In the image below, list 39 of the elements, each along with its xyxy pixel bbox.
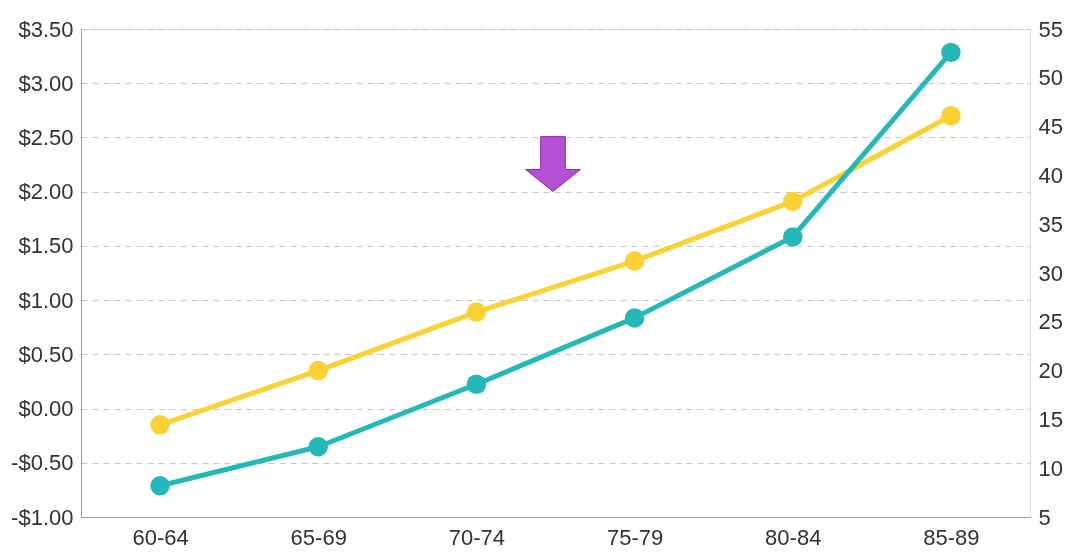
point [783, 227, 803, 247]
y-tick-label: $2.50 [18, 124, 74, 150]
y-tick-label: -$0.50 [11, 450, 74, 476]
point [941, 42, 961, 63]
point [308, 360, 328, 381]
y-tick-label: $0.50 [18, 341, 74, 367]
x-tick-label: 85-89 [923, 524, 980, 550]
y-tick-label: $2.00 [18, 179, 74, 205]
y2-tick-label: 35 [1038, 211, 1063, 237]
point [624, 308, 645, 328]
y2-tick-label: 25 [1038, 309, 1063, 335]
y2-tick-label: 40 [1038, 162, 1063, 188]
y2-tick-label: 55 [1038, 16, 1063, 42]
point [624, 251, 645, 271]
x-tick-label: 65-69 [290, 524, 347, 550]
point [308, 437, 328, 457]
y-tick-label: $0.00 [18, 396, 74, 422]
y-tick-label: $1.50 [18, 233, 74, 259]
y2-tick-label: 15 [1038, 406, 1063, 432]
point [150, 476, 170, 496]
x-tick-label: 70-74 [448, 524, 506, 550]
x-tick-label: 80-84 [765, 524, 822, 550]
x-tick-label: 60-64 [132, 524, 189, 550]
y2-tick-label: 30 [1038, 260, 1063, 286]
y2-tick-label: 45 [1038, 114, 1063, 140]
y2-tick-label: 20 [1038, 358, 1063, 384]
point [150, 415, 170, 435]
y-tick-label: $3.50 [18, 16, 74, 42]
point [466, 302, 487, 322]
y-tick-label: -$1.00 [11, 504, 74, 530]
y2-tick-label: 5 [1038, 504, 1051, 530]
y-tick-label: $1.00 [18, 287, 74, 313]
y2-tick-label: 10 [1038, 455, 1063, 481]
y2-tick-label: 50 [1038, 65, 1063, 91]
y-tick-label: $3.00 [18, 70, 74, 96]
point [941, 106, 961, 126]
point [783, 191, 803, 212]
x-tick-label: 75-79 [606, 524, 664, 550]
point [466, 374, 487, 394]
